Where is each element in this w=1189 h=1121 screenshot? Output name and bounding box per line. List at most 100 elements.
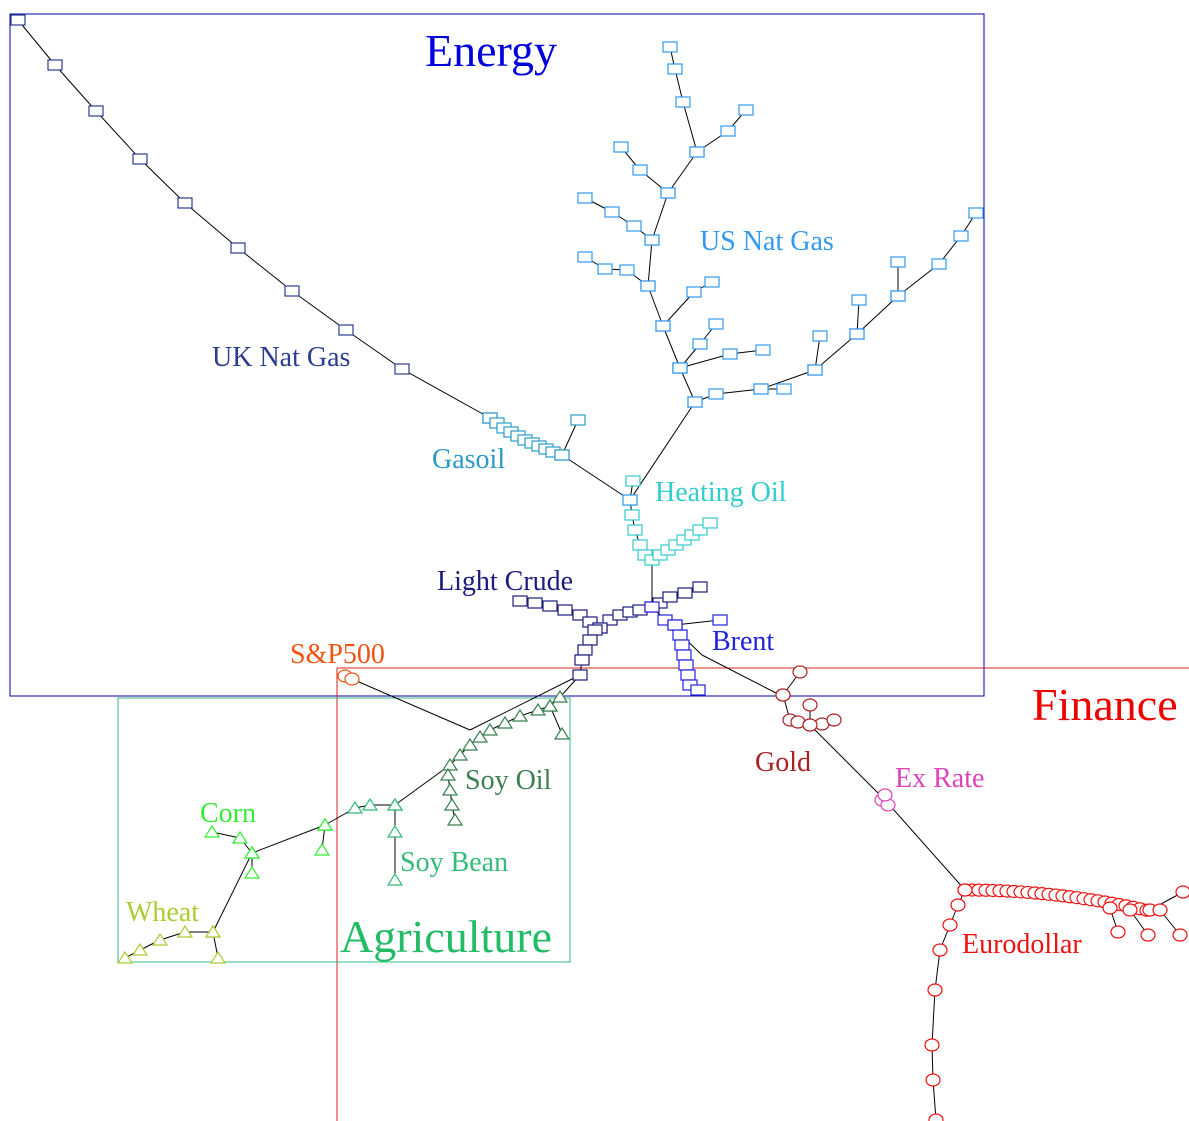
edge xyxy=(351,678,471,731)
node xyxy=(511,708,529,722)
node xyxy=(1175,885,1189,899)
node xyxy=(687,396,703,408)
node xyxy=(826,713,842,727)
node xyxy=(1140,928,1156,942)
cluster-label: Gasoil xyxy=(432,444,505,475)
node xyxy=(529,702,547,716)
edge xyxy=(212,852,253,933)
node xyxy=(624,509,640,521)
node xyxy=(1122,903,1138,917)
node xyxy=(338,324,354,336)
node xyxy=(446,812,464,826)
node xyxy=(667,619,683,631)
node xyxy=(243,865,261,879)
node xyxy=(686,286,702,298)
edge xyxy=(95,110,141,160)
node xyxy=(702,517,718,529)
node xyxy=(704,276,720,288)
edge xyxy=(651,192,669,241)
edge xyxy=(629,401,696,501)
node xyxy=(613,141,629,153)
edge xyxy=(237,247,293,292)
node xyxy=(626,220,642,232)
node xyxy=(849,328,865,340)
edge xyxy=(647,239,653,287)
edge xyxy=(679,353,731,369)
node xyxy=(553,726,571,740)
node xyxy=(712,614,728,626)
cluster-label: S&P500 xyxy=(290,639,385,670)
node xyxy=(47,59,63,71)
node xyxy=(689,146,705,158)
edge xyxy=(809,724,886,801)
node xyxy=(632,164,648,176)
node xyxy=(577,192,593,204)
node xyxy=(877,788,893,802)
edge xyxy=(931,989,936,1046)
node xyxy=(692,581,708,593)
node xyxy=(496,715,514,729)
node xyxy=(176,924,194,938)
node xyxy=(346,800,364,814)
node xyxy=(344,672,360,686)
edge xyxy=(184,202,239,249)
node xyxy=(1152,903,1168,917)
node xyxy=(662,41,678,53)
node xyxy=(574,654,590,666)
node xyxy=(627,524,643,536)
node xyxy=(928,1113,944,1121)
node xyxy=(680,669,696,681)
node xyxy=(461,737,479,751)
node xyxy=(231,830,249,844)
edge xyxy=(662,291,695,327)
node xyxy=(619,264,635,276)
node xyxy=(722,348,738,360)
node xyxy=(802,698,818,712)
cluster-label: Light Crude xyxy=(437,566,573,597)
node xyxy=(662,591,678,603)
node xyxy=(738,104,754,116)
edge xyxy=(884,799,966,891)
node xyxy=(541,698,559,712)
edge xyxy=(647,285,664,327)
agriculture-box xyxy=(117,697,571,963)
node xyxy=(807,364,823,376)
edge xyxy=(345,329,403,370)
node xyxy=(10,14,26,26)
cluster-label: US Nat Gas xyxy=(700,226,834,257)
node xyxy=(890,290,906,302)
energy-box xyxy=(9,13,985,697)
node xyxy=(708,318,724,330)
edge xyxy=(701,654,781,696)
group-label: Finance xyxy=(1032,679,1178,730)
node xyxy=(582,634,598,646)
edge xyxy=(469,674,581,731)
node xyxy=(802,718,818,732)
node xyxy=(776,383,792,395)
node xyxy=(542,600,558,612)
edge xyxy=(932,1079,937,1121)
edge xyxy=(139,158,186,204)
node xyxy=(151,932,169,946)
node xyxy=(708,388,724,400)
node xyxy=(660,187,676,199)
node xyxy=(1102,901,1118,915)
node xyxy=(209,950,227,964)
node xyxy=(667,63,683,75)
edge xyxy=(291,290,347,331)
edge xyxy=(856,299,860,335)
edge xyxy=(814,335,821,371)
node xyxy=(577,644,593,656)
node xyxy=(644,234,660,246)
edge xyxy=(682,101,698,153)
node xyxy=(942,918,958,932)
node xyxy=(361,797,379,811)
node xyxy=(512,595,528,607)
edge xyxy=(251,824,326,854)
node xyxy=(640,280,656,292)
edge xyxy=(667,151,698,194)
node xyxy=(968,207,984,219)
node xyxy=(441,757,459,771)
node xyxy=(443,797,461,811)
